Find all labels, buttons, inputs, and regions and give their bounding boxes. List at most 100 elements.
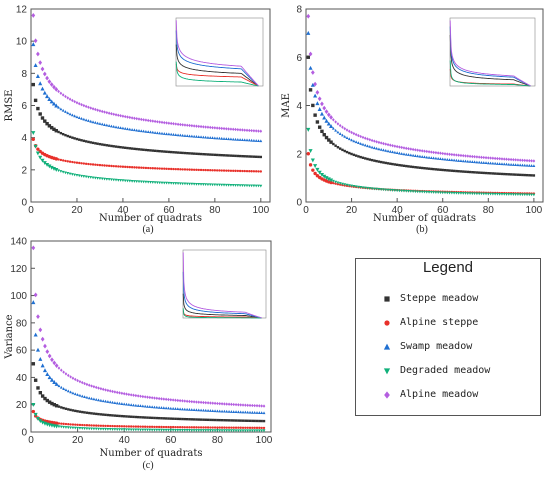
data-point (425, 190, 429, 194)
data-point (204, 135, 208, 139)
data-point (230, 402, 233, 407)
data-point (38, 391, 43, 395)
data-point (158, 131, 162, 135)
data-point (518, 158, 522, 162)
data-point (252, 155, 256, 158)
data-point (107, 124, 111, 127)
data-point (439, 191, 442, 195)
y-tick-label: 100 (10, 291, 27, 302)
data-point (172, 167, 175, 171)
data-point (179, 168, 182, 171)
data-point (215, 183, 219, 187)
data-point (507, 173, 511, 176)
data-point (306, 152, 310, 156)
data-point (70, 173, 74, 176)
data-point (199, 124, 203, 129)
data-point (89, 163, 92, 166)
data-point (459, 159, 463, 163)
data-point (199, 168, 203, 172)
data-point (114, 178, 118, 182)
data-point (197, 152, 200, 156)
data-point (223, 426, 226, 429)
data-point (69, 423, 72, 426)
data-point (356, 141, 360, 145)
data-point (136, 404, 140, 407)
data-point (259, 170, 263, 173)
data-point (518, 193, 522, 197)
data-point (132, 428, 135, 432)
data-point (218, 126, 221, 130)
data-point (80, 427, 84, 430)
inset-chart (175, 17, 264, 87)
data-point (229, 154, 233, 157)
data-point (188, 168, 191, 171)
data-point (76, 423, 79, 427)
data-point (181, 182, 185, 186)
data-point (334, 120, 337, 124)
data-point (165, 121, 168, 125)
data-point (135, 180, 139, 183)
data-point (224, 183, 228, 187)
data-point (78, 410, 82, 413)
data-point (164, 428, 168, 432)
data-point (94, 398, 98, 401)
data-point (134, 403, 138, 407)
data-point (114, 165, 118, 168)
data-point (73, 392, 77, 396)
data-point (94, 163, 97, 166)
data-point (237, 403, 240, 407)
data-point (350, 130, 353, 135)
data-point (493, 156, 497, 161)
data-point (128, 147, 132, 150)
data-point (457, 153, 461, 157)
data-point (222, 183, 226, 187)
data-point (327, 138, 331, 142)
data-point (477, 160, 481, 164)
data-point (505, 157, 508, 161)
data-point (227, 127, 230, 131)
data-point (156, 167, 159, 170)
data-point (105, 164, 109, 167)
data-point (232, 402, 236, 407)
data-point (377, 147, 381, 151)
data-point (157, 396, 161, 401)
data-point (190, 134, 194, 138)
series-degraded-meadow (31, 403, 266, 433)
data-point (47, 97, 52, 101)
data-point (60, 422, 63, 425)
data-point (493, 192, 497, 196)
inset-frame (182, 249, 267, 319)
data-point (153, 181, 157, 185)
data-point (100, 177, 104, 181)
x-tick-label: 60 (165, 435, 177, 446)
data-point (141, 428, 145, 432)
data-point (416, 154, 420, 158)
data-point (188, 426, 191, 429)
data-point (482, 155, 486, 160)
data-point (400, 189, 404, 193)
data-point (135, 116, 139, 121)
data-point (71, 426, 75, 430)
data-point (73, 114, 77, 118)
legend-marker-icon (384, 319, 390, 326)
data-point (125, 425, 128, 428)
data-point (260, 411, 264, 415)
data-point (57, 366, 61, 370)
data-point (174, 398, 177, 402)
data-point (404, 189, 408, 193)
data-point (190, 124, 194, 128)
data-point (357, 155, 360, 158)
data-point (171, 428, 175, 432)
data-point (139, 404, 142, 408)
data-point (190, 426, 193, 429)
data-point (52, 403, 57, 407)
data-point (111, 428, 114, 431)
data-point (532, 164, 536, 168)
data-point (188, 134, 192, 138)
data-point (368, 158, 372, 161)
data-point (370, 158, 374, 162)
data-point (40, 116, 45, 120)
data-point (313, 171, 317, 176)
data-point (229, 137, 233, 141)
data-point (509, 162, 513, 166)
